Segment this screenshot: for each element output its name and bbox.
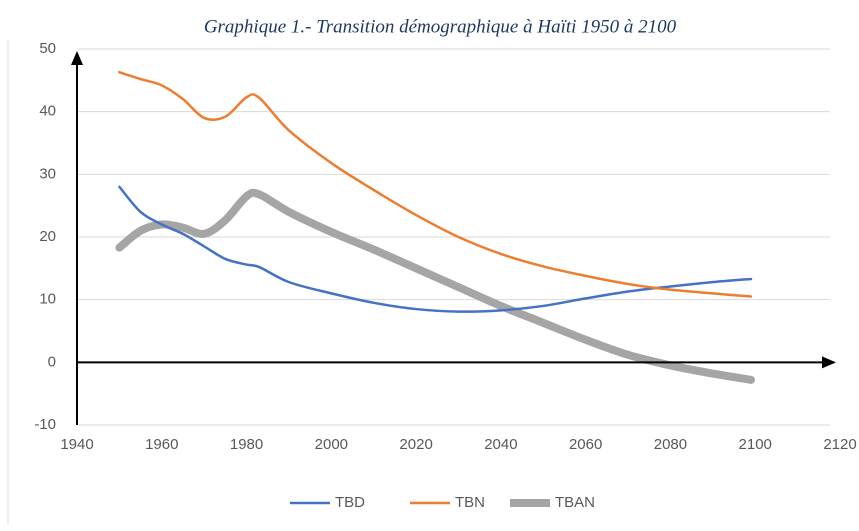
legend-label: TBN xyxy=(455,494,485,511)
x-tick-label: 2080 xyxy=(654,436,687,453)
x-tick-label: 2020 xyxy=(399,436,432,453)
y-tick-label: 40 xyxy=(39,103,56,120)
x-tick-label: 1980 xyxy=(230,436,263,453)
y-tick-label: 10 xyxy=(39,291,56,308)
series-line xyxy=(115,188,755,384)
x-tick-label: 2060 xyxy=(569,436,602,453)
x-tick-label: 2000 xyxy=(315,436,348,453)
lines xyxy=(115,70,755,384)
series-line xyxy=(118,185,753,313)
x-tick-label: 1940 xyxy=(60,436,93,453)
y-tick-label: 50 xyxy=(39,40,56,57)
x-tick-label: 1960 xyxy=(145,436,178,453)
y-tick-label: 0 xyxy=(48,353,56,370)
legend-label: TBAN xyxy=(555,494,595,511)
y-tick-label: -10 xyxy=(34,416,56,433)
y-tick-label: 30 xyxy=(39,165,56,182)
chart-title: Graphique 1.- Transition démographique à… xyxy=(204,16,677,37)
x-tick-label: 2040 xyxy=(484,436,517,453)
y-tick-label: 20 xyxy=(39,228,56,245)
series-line xyxy=(118,70,753,298)
x-tick-label: 2100 xyxy=(739,436,772,453)
x-axis-arrow xyxy=(822,356,836,369)
x-tick-label: 2120 xyxy=(823,436,856,453)
y-axis-arrow xyxy=(71,51,83,65)
legend-label: TBD xyxy=(335,494,365,511)
